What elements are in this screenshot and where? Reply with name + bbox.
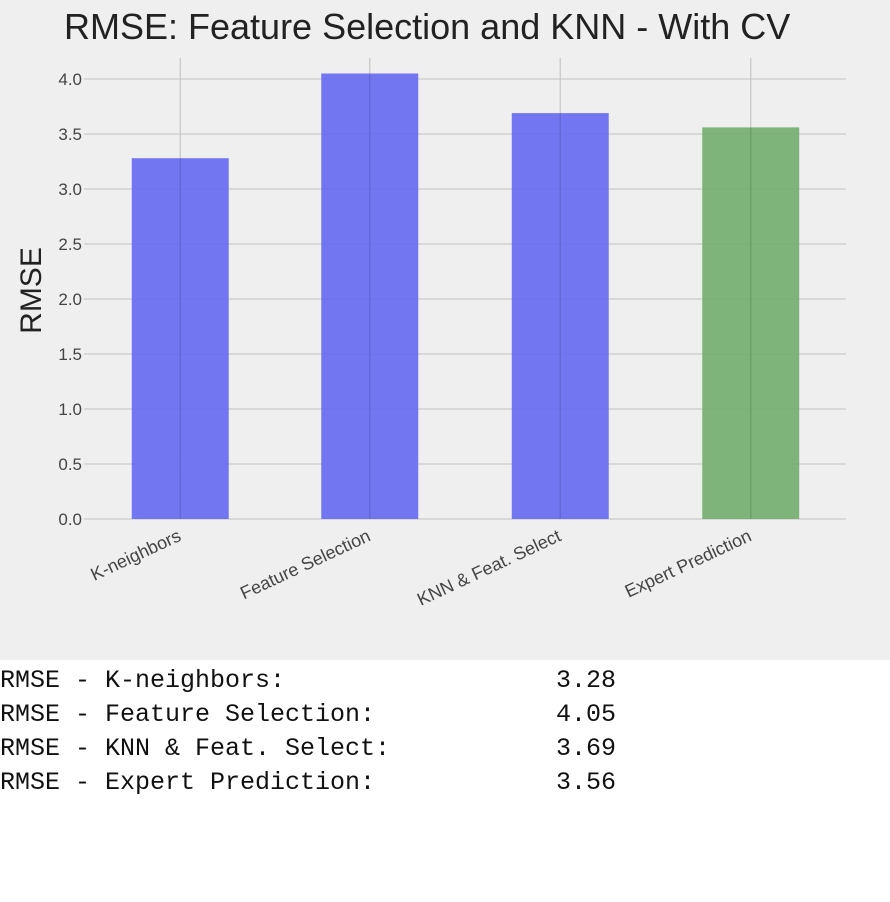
y-axis-label: RMSE [15, 247, 48, 334]
bar-chart: 0.0 0.5 1.0 1.5 2.0 2.5 3.0 3.5 4.0 K-neighbors Fe… [15, 58, 846, 610]
output-line: RMSE - KNN & Feat. Select: 3.69 [0, 732, 890, 766]
bar [131, 158, 229, 519]
bar [511, 113, 609, 519]
bar [321, 73, 419, 519]
output-line: RMSE - K-neighbors: 3.28 [0, 664, 890, 698]
output-label: RMSE - K-neighbors: [0, 666, 286, 695]
x-tick-label: KNN & Feat. Select [414, 525, 564, 609]
x-tick-label: Feature Selection [237, 525, 373, 603]
output-value: 3.56 [556, 768, 617, 797]
y-tick-label: 2.0 [58, 290, 82, 309]
y-tick-label: 2.5 [58, 235, 82, 254]
console-output: RMSE - K-neighbors: 3.28 RMSE - Feature … [0, 664, 890, 800]
x-tick-label: Expert Prediction [622, 525, 755, 601]
y-tick-label: 3.0 [58, 180, 82, 199]
bar [702, 127, 800, 520]
x-tick-label: K-neighbors [88, 525, 184, 584]
chart-title: RMSE: Feature Selection and KNN - With C… [64, 6, 791, 47]
chart-figure: 0.0 0.5 1.0 1.5 2.0 2.5 3.0 3.5 4.0 K-neighbors Fe… [0, 0, 890, 660]
output-value: 4.05 [556, 700, 617, 729]
y-tick-label: 0.0 [58, 510, 82, 529]
y-tick-label: 0.5 [58, 455, 82, 474]
output-value: 3.28 [556, 666, 617, 695]
output-line: RMSE - Feature Selection: 4.05 [0, 698, 890, 732]
output-label: RMSE - KNN & Feat. Select: [0, 734, 391, 763]
output-label: RMSE - Feature Selection: [0, 700, 376, 729]
output-label: RMSE - Expert Prediction: [0, 768, 376, 797]
output-value: 3.69 [556, 734, 617, 763]
output-line: RMSE - Expert Prediction: 3.56 [0, 766, 890, 800]
y-tick-label: 3.5 [58, 125, 82, 144]
y-tick-label: 4.0 [58, 70, 82, 89]
y-tick-label: 1.5 [58, 345, 82, 364]
y-tick-label: 1.0 [58, 400, 82, 419]
